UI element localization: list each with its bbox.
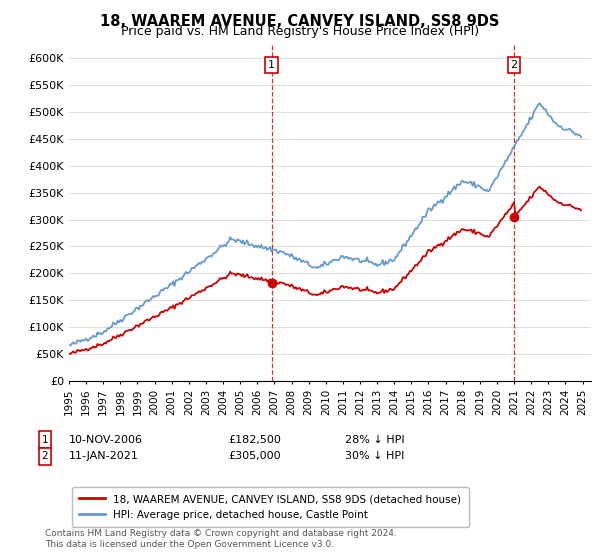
- Text: 10-NOV-2006: 10-NOV-2006: [69, 435, 143, 445]
- Text: 30% ↓ HPI: 30% ↓ HPI: [345, 451, 404, 461]
- Text: 2: 2: [511, 60, 518, 70]
- Text: 28% ↓ HPI: 28% ↓ HPI: [345, 435, 404, 445]
- Text: 2: 2: [41, 451, 49, 461]
- Text: 18, WAAREM AVENUE, CANVEY ISLAND, SS8 9DS: 18, WAAREM AVENUE, CANVEY ISLAND, SS8 9D…: [100, 14, 500, 29]
- Text: 1: 1: [41, 435, 49, 445]
- Text: Price paid vs. HM Land Registry's House Price Index (HPI): Price paid vs. HM Land Registry's House …: [121, 25, 479, 38]
- Text: 1: 1: [268, 60, 275, 70]
- Legend: 18, WAAREM AVENUE, CANVEY ISLAND, SS8 9DS (detached house), HPI: Average price, : 18, WAAREM AVENUE, CANVEY ISLAND, SS8 9D…: [71, 487, 469, 527]
- Text: Contains HM Land Registry data © Crown copyright and database right 2024.
This d: Contains HM Land Registry data © Crown c…: [45, 529, 397, 549]
- Text: 11-JAN-2021: 11-JAN-2021: [69, 451, 139, 461]
- Text: £305,000: £305,000: [228, 451, 281, 461]
- Text: £182,500: £182,500: [228, 435, 281, 445]
